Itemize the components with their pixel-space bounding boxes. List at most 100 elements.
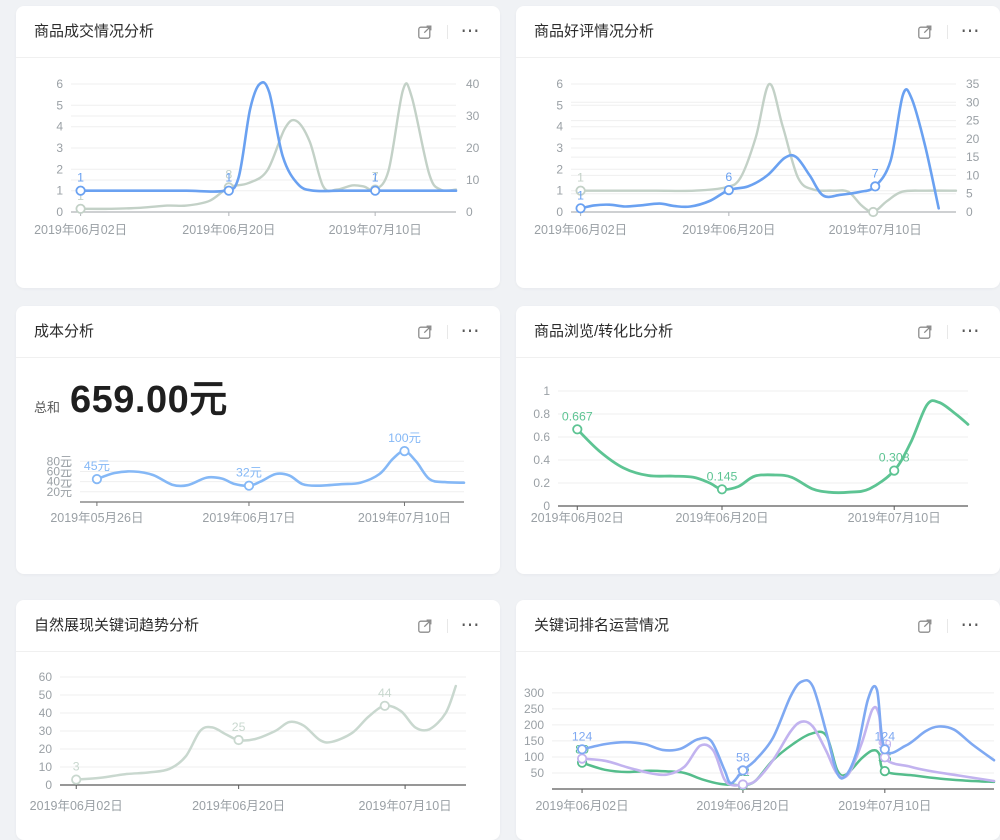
svg-text:2019年06月02日: 2019年06月02日 (531, 511, 624, 525)
card-header: 商品成交情况分析 ⋯ (16, 6, 500, 58)
svg-text:30: 30 (39, 724, 53, 738)
card-cost-analysis: 成本分析 ⋯ 总和 659.00元 20元 40元 60元 80元 2019年05月26… (16, 306, 500, 574)
more-button[interactable]: ⋯ (958, 20, 982, 44)
svg-text:1: 1 (556, 184, 563, 198)
open-in-new-icon (918, 325, 932, 339)
svg-text:2: 2 (556, 162, 563, 176)
svg-text:0: 0 (543, 499, 550, 513)
svg-text:150: 150 (524, 734, 544, 748)
card-title: 商品好评情况分析 (534, 23, 655, 40)
svg-text:300: 300 (524, 686, 544, 700)
svg-text:15: 15 (966, 150, 980, 164)
svg-text:20: 20 (39, 742, 53, 756)
svg-text:20: 20 (966, 132, 980, 146)
svg-text:0: 0 (45, 778, 52, 792)
card-keyword-trend: 自然展现关键词趋势分析 ⋯ 0 10 20 30 40 50 60 2019年06月02日 20… (16, 600, 500, 840)
svg-text:3: 3 (56, 141, 63, 155)
more-button[interactable]: ⋯ (458, 614, 482, 638)
svg-text:40: 40 (39, 706, 53, 720)
export-button[interactable] (413, 320, 437, 344)
svg-text:60元: 60元 (47, 465, 72, 479)
svg-text:100: 100 (524, 750, 544, 764)
svg-text:30: 30 (966, 95, 980, 109)
divider (947, 618, 948, 633)
svg-text:6: 6 (556, 77, 563, 91)
svg-text:2019年06月20日: 2019年06月20日 (192, 799, 285, 813)
card-title: 成本分析 (34, 323, 95, 340)
svg-text:25: 25 (966, 114, 980, 128)
divider (947, 24, 948, 39)
svg-text:44: 44 (378, 686, 392, 700)
svg-text:10: 10 (39, 760, 53, 774)
svg-text:100元: 100元 (388, 431, 421, 445)
open-in-new-icon (418, 25, 432, 39)
divider (447, 24, 448, 39)
card-actions: ⋯ (413, 320, 482, 344)
export-button[interactable] (913, 320, 937, 344)
export-button[interactable] (913, 614, 937, 638)
keyword-rank-chart: 50 100 150 200 250 300 2019年06月02日 2019年06月20日 2… (524, 678, 996, 813)
svg-text:5: 5 (556, 98, 563, 112)
svg-text:40元: 40元 (47, 475, 72, 489)
svg-text:1: 1 (577, 171, 584, 185)
svg-text:45元: 45元 (84, 459, 110, 473)
svg-text:30: 30 (466, 109, 480, 123)
export-button[interactable] (913, 20, 937, 44)
svg-text:3: 3 (556, 141, 563, 155)
svg-text:3: 3 (73, 760, 80, 774)
svg-text:4: 4 (56, 120, 63, 134)
more-button[interactable]: ⋯ (958, 614, 982, 638)
svg-text:0.2: 0.2 (533, 476, 550, 490)
svg-text:2019年06月20日: 2019年06月20日 (182, 223, 275, 237)
more-button[interactable]: ⋯ (958, 320, 982, 344)
svg-text:2019年06月17日: 2019年06月17日 (202, 511, 295, 525)
svg-text:2019年06月20日: 2019年06月20日 (696, 799, 789, 813)
svg-text:10: 10 (966, 168, 980, 182)
card-header: 商品浏览/转化比分析 ⋯ (516, 306, 1000, 358)
svg-text:5: 5 (966, 187, 973, 201)
card-actions: ⋯ (413, 614, 482, 638)
more-button[interactable]: ⋯ (458, 320, 482, 344)
svg-text:0: 0 (556, 205, 563, 219)
divider (947, 324, 948, 339)
card-header: 商品好评情况分析 ⋯ (516, 6, 1000, 58)
svg-text:25: 25 (232, 720, 246, 734)
svg-text:2019年06月02日: 2019年06月02日 (30, 799, 123, 813)
svg-text:2019年07月10日: 2019年07月10日 (838, 799, 931, 813)
svg-text:80元: 80元 (47, 454, 72, 468)
svg-text:0.145: 0.145 (707, 469, 738, 483)
open-in-new-icon (918, 619, 932, 633)
card-title: 关键词排名运营情况 (534, 617, 670, 634)
export-button[interactable] (413, 614, 437, 638)
svg-text:40: 40 (466, 77, 480, 91)
svg-text:0.4: 0.4 (533, 453, 550, 467)
svg-text:2019年07月10日: 2019年07月10日 (329, 223, 422, 237)
card-header: 关键词排名运营情况 ⋯ (516, 600, 1000, 652)
svg-text:2019年07月10日: 2019年07月10日 (848, 511, 941, 525)
divider (447, 324, 448, 339)
svg-text:1: 1 (577, 188, 584, 202)
card-title: 自然展现关键词趋势分析 (34, 617, 200, 634)
card-title: 商品浏览/转化比分析 (534, 323, 674, 340)
svg-text:32元: 32元 (236, 466, 262, 480)
svg-text:58: 58 (736, 750, 750, 764)
divider (447, 618, 448, 633)
card-header: 自然展现关键词趋势分析 ⋯ (16, 600, 500, 652)
card-conversion-analysis: 商品浏览/转化比分析 ⋯ 0 0.2 0.4 0.6 0.8 1 2019年06月02日 20… (516, 306, 1000, 574)
card-deal-analysis: 商品成交情况分析 ⋯ 0 1 2 3 4 5 6 0 10 20 30 40 2019年06月02日 20… (16, 6, 500, 288)
card-actions: ⋯ (913, 20, 982, 44)
svg-text:2: 2 (56, 162, 63, 176)
svg-text:10: 10 (466, 173, 480, 187)
svg-text:2019年06月20日: 2019年06月20日 (675, 511, 768, 525)
svg-text:35: 35 (966, 77, 980, 91)
svg-text:6: 6 (725, 170, 732, 184)
svg-text:7: 7 (372, 170, 379, 184)
svg-text:20: 20 (466, 141, 480, 155)
svg-text:250: 250 (524, 702, 544, 716)
svg-text:0: 0 (466, 205, 473, 219)
svg-text:1: 1 (77, 171, 84, 185)
export-button[interactable] (413, 20, 437, 44)
more-button[interactable]: ⋯ (458, 20, 482, 44)
